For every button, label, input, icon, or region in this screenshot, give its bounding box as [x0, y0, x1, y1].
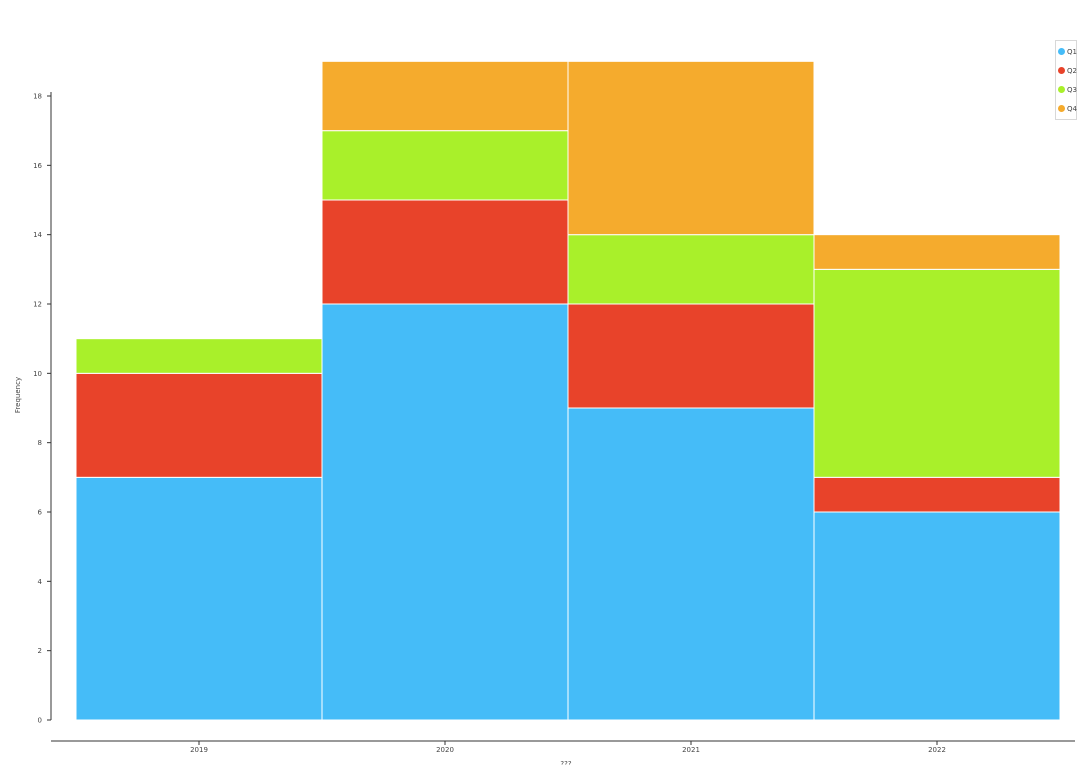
legend: Q1 Q2 Q3 Q4	[1055, 40, 1077, 120]
bar-segment-2021-series-2	[567, 303, 815, 409]
legend-swatch	[1058, 48, 1065, 55]
x-tick-label-2022: 2022	[928, 746, 946, 754]
bar-segment-2022-series-3	[813, 268, 1061, 478]
x-tick-label-2021: 2021	[682, 746, 700, 754]
y-tick-label: 4	[38, 578, 43, 586]
x-axis-title: ???	[560, 760, 571, 765]
legend-item-2[interactable]: Q2	[1056, 62, 1077, 79]
bar-segment-2022-series-4	[813, 234, 1061, 270]
y-ticks: 0 2 4 6 8 10 12 14 16 18	[33, 93, 51, 725]
legend-swatch	[1058, 67, 1065, 74]
bars-layer	[75, 60, 1061, 721]
y-tick-label: 8	[38, 439, 42, 447]
bar-segment-2020-series-4	[321, 60, 569, 132]
bar-segment-2019-series-3	[75, 338, 323, 374]
x-ticks: 2019 2020 2021 2022	[190, 741, 946, 754]
bar-segment-2020-series-3	[321, 130, 569, 201]
axes-layer	[50, 92, 1075, 742]
bar-segment-2019-series-2	[75, 372, 323, 478]
y-tick-label: 10	[33, 370, 42, 378]
legend-label: Q4	[1067, 104, 1077, 113]
bar-segment-2019-series-1	[75, 476, 323, 721]
y-tick-label: 12	[33, 301, 42, 309]
legend-item-4[interactable]: Q4	[1056, 100, 1077, 117]
x-tick-label-2020: 2020	[436, 746, 454, 754]
bar-segment-2022-series-1	[813, 511, 1061, 721]
bar-segment-2020-series-2	[321, 199, 569, 305]
y-tick-label: 18	[33, 93, 42, 101]
bar-segment-2021-series-4	[567, 60, 815, 236]
legend-item-3[interactable]: Q3	[1056, 81, 1077, 98]
y-tick-label: 0	[38, 717, 42, 725]
x-tick-label-2019: 2019	[190, 746, 208, 754]
legend-item-1[interactable]: Q1	[1056, 43, 1077, 60]
y-axis-title: Frequency	[14, 377, 22, 413]
legend-label: Q3	[1067, 85, 1077, 94]
legend-swatch	[1058, 86, 1065, 93]
bar-segment-2021-series-3	[567, 234, 815, 305]
y-tick-label: 6	[38, 509, 43, 517]
y-tick-label: 2	[38, 647, 42, 655]
legend-label: Q1	[1067, 47, 1077, 56]
bar-segment-2021-series-1	[567, 407, 815, 721]
y-tick-label: 16	[33, 162, 42, 170]
bar-segment-2020-series-1	[321, 303, 569, 721]
bar-segment-2022-series-2	[813, 476, 1061, 513]
legend-label: Q2	[1067, 66, 1077, 75]
legend-swatch	[1058, 105, 1065, 112]
y-tick-label: 14	[33, 231, 42, 239]
